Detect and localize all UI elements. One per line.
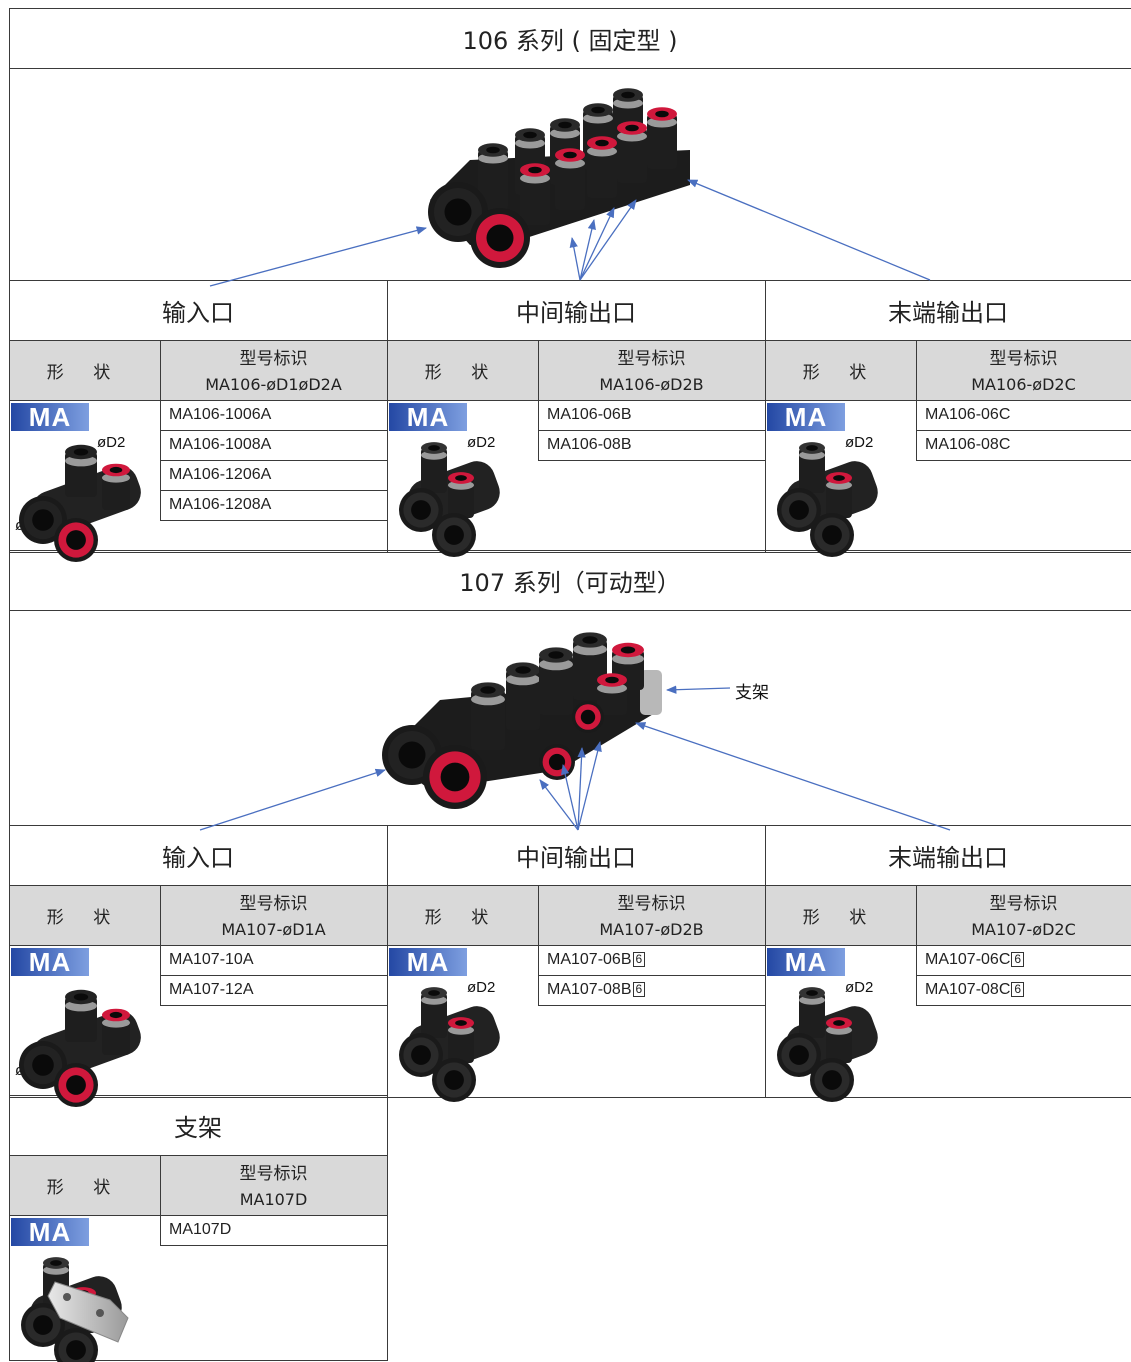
model-code: MA107-12A — [160, 975, 387, 1006]
shape-header: 形 状 — [424, 907, 501, 928]
badge: MA — [767, 947, 845, 977]
dimension-label: øD1 — [15, 1062, 44, 1079]
shape-header: 形 状 — [46, 1177, 123, 1198]
dimension-label: øD1 — [15, 517, 44, 534]
badge: MA — [389, 947, 467, 977]
model-code: MA107D — [160, 1215, 387, 1246]
model-code: MA106-1008A — [160, 430, 387, 461]
model-header: 型号标识 — [989, 893, 1058, 914]
model-code: MA106-08B — [538, 430, 765, 461]
model-code-text: MA107-08C — [925, 981, 1011, 998]
badge: MA — [389, 402, 467, 432]
model-code: MA106-1206A — [160, 460, 387, 491]
dimension-label: øD2 — [845, 979, 874, 996]
model-pattern: MA106-øD2C — [971, 374, 1076, 394]
dimension-label: øD2 — [97, 434, 126, 451]
dimension-label: øD2 — [467, 979, 496, 996]
model-header: 型号标识 — [239, 1163, 308, 1184]
model-code: MA107-08B 6 — [538, 975, 765, 1006]
model-code-text: MA107-08B — [547, 981, 632, 998]
model-header: 型号标识 — [617, 348, 686, 369]
port-heading: 输入口 — [162, 298, 234, 327]
shape-header: 形 状 — [46, 362, 123, 383]
port-heading: 中间输出口 — [516, 843, 636, 872]
model-pattern: MA107-øD2C — [971, 919, 1076, 939]
shape-header-cell — [9, 1155, 161, 1216]
model-pattern: MA107-øD1A — [221, 919, 326, 939]
model-note: 6 — [632, 952, 646, 967]
model-header: 型号标识 — [989, 348, 1058, 369]
badge: MA — [767, 402, 845, 432]
model-note: 6 — [632, 982, 646, 997]
shape-header-cell — [765, 340, 917, 401]
model-code-text: MA107-06B — [547, 951, 632, 968]
model-header-cell — [538, 885, 766, 946]
shape-header-cell — [765, 885, 917, 946]
model-note: 6 — [1011, 982, 1025, 997]
port-body — [765, 400, 1131, 553]
model-code: MA106-1208A — [160, 490, 387, 521]
model-pattern: MA106-øD2B — [599, 374, 704, 394]
model-code: MA107-06B 6 — [538, 945, 765, 976]
shape-header: 形 状 — [802, 907, 879, 928]
badge: MA — [11, 1217, 89, 1247]
port-heading: 末端输出口 — [888, 298, 1008, 327]
badge: MA — [11, 402, 89, 432]
shape-header-cell — [387, 885, 539, 946]
model-header: 型号标识 — [239, 348, 308, 369]
port-heading: 支架 — [174, 1113, 222, 1142]
model-header-cell — [160, 1155, 388, 1216]
image-cell — [9, 610, 1131, 826]
image-cell — [9, 68, 1131, 281]
model-code: MA106-06C — [916, 400, 1131, 431]
model-header-cell — [916, 885, 1131, 946]
model-note: 6 — [1011, 952, 1025, 967]
model-header: 型号标识 — [239, 893, 308, 914]
model-code: MA107-08C 6 — [916, 975, 1131, 1006]
port-heading: 末端输出口 — [888, 843, 1008, 872]
dimension-label: øD2 — [467, 434, 496, 451]
port-heading: 输入口 — [162, 843, 234, 872]
shape-header: 形 状 — [46, 907, 123, 928]
model-code: MA107-06C 6 — [916, 945, 1131, 976]
dimension-label: øD2 — [845, 434, 874, 451]
model-pattern: MA106-øD1øD2A — [205, 374, 342, 394]
shape-header-cell — [9, 885, 161, 946]
model-code: MA107-10A — [160, 945, 387, 976]
shape-header: 形 状 — [424, 362, 501, 383]
model-header: 型号标识 — [617, 893, 686, 914]
shape-header: 形 状 — [802, 362, 879, 383]
series-title: 107 系列（可动型） — [459, 568, 681, 597]
series-title: 106 系列 ( 固定型 ) — [462, 26, 678, 55]
model-pattern: MA107-øD2B — [599, 919, 704, 939]
shape-header-cell — [9, 340, 161, 401]
model-code-text: MA107-06C — [925, 951, 1011, 968]
port-heading: 中间输出口 — [516, 298, 636, 327]
model-code: MA106-1006A — [160, 400, 387, 431]
port-body — [765, 945, 1131, 1098]
callout: 支架 — [735, 683, 769, 702]
model-pattern: MA107D — [239, 1189, 308, 1209]
model-code: MA106-08C — [916, 430, 1131, 461]
port-body — [9, 1215, 388, 1361]
badge: MA — [11, 947, 89, 977]
model-code: MA106-06B — [538, 400, 765, 431]
